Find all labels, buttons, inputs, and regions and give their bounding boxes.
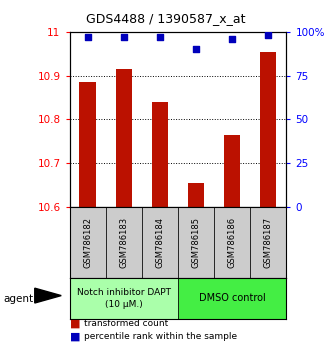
Bar — [224, 135, 240, 207]
Point — [121, 34, 126, 40]
Bar — [250, 207, 286, 278]
Text: ■: ■ — [70, 331, 80, 341]
Text: transformed count: transformed count — [84, 319, 169, 329]
Bar — [178, 278, 286, 319]
Text: GSM786187: GSM786187 — [264, 217, 273, 268]
Bar — [214, 207, 250, 278]
Polygon shape — [35, 288, 61, 303]
Text: GSM786182: GSM786182 — [83, 217, 92, 268]
Bar — [70, 207, 106, 278]
Point — [229, 36, 235, 42]
Bar — [188, 183, 204, 207]
Text: Notch inhibitor DAPT
(10 μM.): Notch inhibitor DAPT (10 μM.) — [77, 288, 171, 309]
Text: GDS4488 / 1390587_x_at: GDS4488 / 1390587_x_at — [86, 12, 245, 25]
Text: GSM786183: GSM786183 — [119, 217, 128, 268]
Text: ■: ■ — [70, 319, 80, 329]
Bar — [106, 207, 142, 278]
Text: percentile rank within the sample: percentile rank within the sample — [84, 332, 238, 341]
Text: DMSO control: DMSO control — [199, 293, 265, 303]
Point — [85, 34, 90, 40]
Point — [157, 34, 163, 40]
Bar — [79, 82, 96, 207]
Text: GSM786186: GSM786186 — [228, 217, 237, 268]
Bar — [116, 69, 132, 207]
Bar — [152, 102, 168, 207]
Bar — [142, 207, 178, 278]
Text: GSM786185: GSM786185 — [191, 217, 201, 268]
Text: GSM786184: GSM786184 — [155, 217, 165, 268]
Text: agent: agent — [3, 294, 33, 304]
Point — [193, 47, 199, 52]
Bar — [70, 278, 178, 319]
Bar — [260, 52, 276, 207]
Point — [265, 33, 271, 38]
Bar — [178, 207, 214, 278]
